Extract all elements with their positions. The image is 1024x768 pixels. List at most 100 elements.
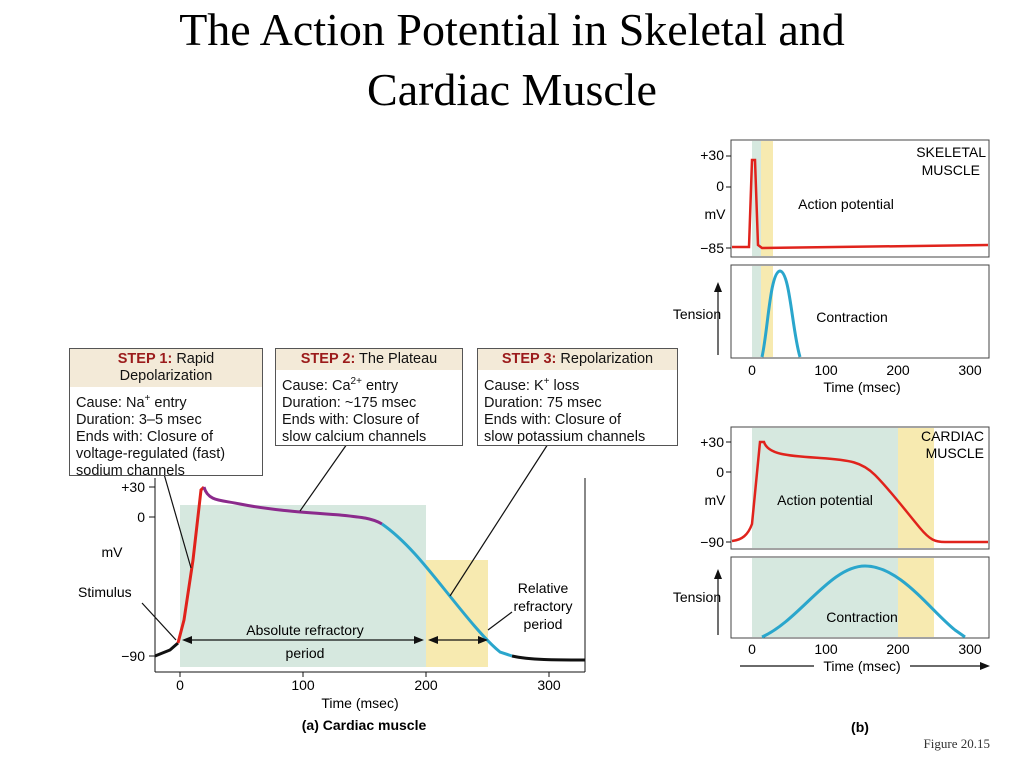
step2-body: Cause: Ca2+ entry Duration: ~175 msec En…	[276, 370, 462, 449]
skeletal-ap-frame	[730, 139, 990, 258]
step1-ends-2: voltage-regulated (fast)	[76, 445, 226, 462]
absolute-refractory-arrowhead-right	[414, 636, 424, 644]
step3-title: STEP 3:	[501, 351, 557, 367]
cardiac-ap-relative-refractory	[898, 428, 934, 548]
y-tick-label-minus90: −90	[121, 648, 145, 664]
cardiac-xtick-200: 200	[886, 641, 910, 657]
skeletal-ylabel: mV	[705, 206, 727, 222]
stimulus-pointer	[141, 602, 177, 641]
cardiac-ap-absolute-refractory	[752, 428, 898, 548]
step1-ends-1: Ends with: Closure of	[76, 428, 214, 445]
relative-refractory-arrowhead-right	[478, 636, 488, 644]
step3-box: STEP 3: Repolarization Cause: K+ loss Du…	[477, 348, 678, 446]
skeletal-ap-label: Action potential	[798, 196, 894, 212]
relative-refractory-arrowhead-left	[428, 636, 438, 644]
cardiac-tension-arrowhead	[714, 569, 722, 579]
step1-head-line2: Depolarization	[119, 368, 213, 384]
y-tick-label-0: 0	[137, 509, 145, 525]
figure-number: Figure 20.15	[923, 736, 990, 751]
step1-ends-3: sodium channels	[76, 462, 185, 479]
cardiac-tension-relative-refractory	[898, 558, 934, 637]
relative-refractory-label-3: period	[524, 616, 563, 632]
plateau-trace	[202, 486, 383, 526]
step1-title: STEP 1:	[117, 351, 173, 367]
step2-duration: Duration: ~175 msec	[282, 394, 417, 411]
cardiac-label-2: MUSCLE	[926, 445, 984, 461]
cardiac-xtick-100: 100	[814, 641, 838, 657]
cardiac-tension-label: Tension	[673, 589, 721, 605]
skeletal-contraction-label: Contraction	[816, 309, 888, 325]
step1-header: STEP 1: Rapid Depolarization	[70, 349, 262, 387]
step3-ends-2: slow potassium channels	[484, 428, 646, 445]
relative-refractory-pointer	[487, 611, 513, 631]
step1-leader	[163, 473, 192, 569]
cardiac-xlabel: Time (msec)	[823, 658, 900, 674]
skeletal-xtick-0: 0	[748, 362, 756, 378]
absolute-refractory-label-2: period	[286, 645, 325, 661]
step1-cause: Cause: Na+ entry	[76, 393, 187, 411]
skeletal-xtick-200: 200	[886, 362, 910, 378]
skeletal-ytick-plus30: +30	[700, 147, 724, 163]
skeletal-tension-arrowhead	[714, 282, 722, 292]
cardiac-contraction-label: Contraction	[826, 609, 898, 625]
resting-trace-start	[154, 641, 179, 658]
slide-title: The Action Potential in Skeletal and Car…	[0, 0, 1024, 120]
x-axis-label: Time (msec)	[321, 695, 398, 711]
skeletal-ap-relative-refractory	[761, 141, 773, 256]
cardiac-xtick-0: 0	[748, 641, 756, 657]
step2-head-line1: The Plateau	[355, 351, 438, 367]
step1-body: Cause: Na+ entry Duration: 3–5 msec Ends…	[70, 387, 262, 483]
step1-head-line1: Rapid	[172, 351, 215, 367]
step2-cause: Cause: Ca2+ entry	[282, 376, 399, 394]
skeletal-xlabel: Time (msec)	[823, 379, 900, 395]
step1-box: STEP 1: Rapid Depolarization Cause: Na+ …	[69, 348, 263, 479]
skeletal-xtick-300: 300	[958, 362, 982, 378]
step3-head-line1: Repolarization	[556, 351, 654, 367]
relative-refractory-label-2: refractory	[513, 598, 572, 614]
skeletal-label-1: SKELETAL	[916, 144, 986, 160]
repolarization-trace	[381, 522, 513, 658]
skeletal-tension-relative-refractory	[761, 266, 773, 357]
step3-header: STEP 3: Repolarization	[478, 349, 677, 370]
step3-leader	[449, 443, 549, 597]
x-tick-label-100: 100	[291, 677, 315, 693]
x-tick-label-200: 200	[414, 677, 438, 693]
skeletal-ytick-0: 0	[716, 178, 724, 194]
stimulus-label: Stimulus	[78, 584, 132, 600]
resting-trace-end	[511, 654, 586, 662]
step2-leader	[299, 443, 348, 512]
x-tick-label-300: 300	[537, 677, 561, 693]
cardiac-ytick-plus30: +30	[700, 434, 724, 450]
step1-duration: Duration: 3–5 msec	[76, 411, 202, 428]
relative-refractory-label-1: Relative	[518, 580, 569, 596]
y-tick-label-plus30: +30	[121, 479, 145, 495]
skeletal-xtick-100: 100	[814, 362, 838, 378]
cardiac-ytick-0: 0	[716, 464, 724, 480]
step2-ends-2: slow calcium channels	[282, 428, 427, 445]
slide-title-line-1: The Action Potential in Skeletal and	[179, 4, 845, 55]
skeletal-ap-trace	[732, 158, 989, 250]
panel-b-caption: (b)	[851, 719, 869, 735]
step3-ends-1: Ends with: Closure of	[484, 411, 622, 428]
step2-box: STEP 2: The Plateau Cause: Ca2+ entry Du…	[275, 348, 463, 446]
step2-header: STEP 2: The Plateau	[276, 349, 462, 370]
skeletal-ytick-minus85: −85	[700, 240, 724, 256]
step2-ends-1: Ends with: Closure of	[282, 411, 420, 428]
cardiac-ap-trace	[731, 440, 988, 544]
skeletal-tension-label: Tension	[673, 306, 721, 322]
cardiac-ap-label: Action potential	[777, 492, 873, 508]
cardiac-ylabel: mV	[705, 492, 727, 508]
cardiac-time-arrowhead	[980, 662, 990, 670]
absolute-refractory-arrowhead-left	[182, 636, 192, 644]
x-tick-label-0: 0	[176, 677, 184, 693]
y-axis-label: mV	[102, 544, 124, 560]
panel-a-caption: (a) Cardiac muscle	[302, 717, 427, 733]
cardiac-ytick-minus90: −90	[700, 534, 724, 550]
step2-title: STEP 2:	[300, 351, 356, 367]
step3-body: Cause: K+ loss Duration: 75 msec Ends wi…	[478, 370, 677, 449]
step3-duration: Duration: 75 msec	[484, 394, 602, 411]
cardiac-contraction-curve	[761, 564, 966, 639]
skeletal-tension-absolute-refractory	[752, 266, 761, 357]
